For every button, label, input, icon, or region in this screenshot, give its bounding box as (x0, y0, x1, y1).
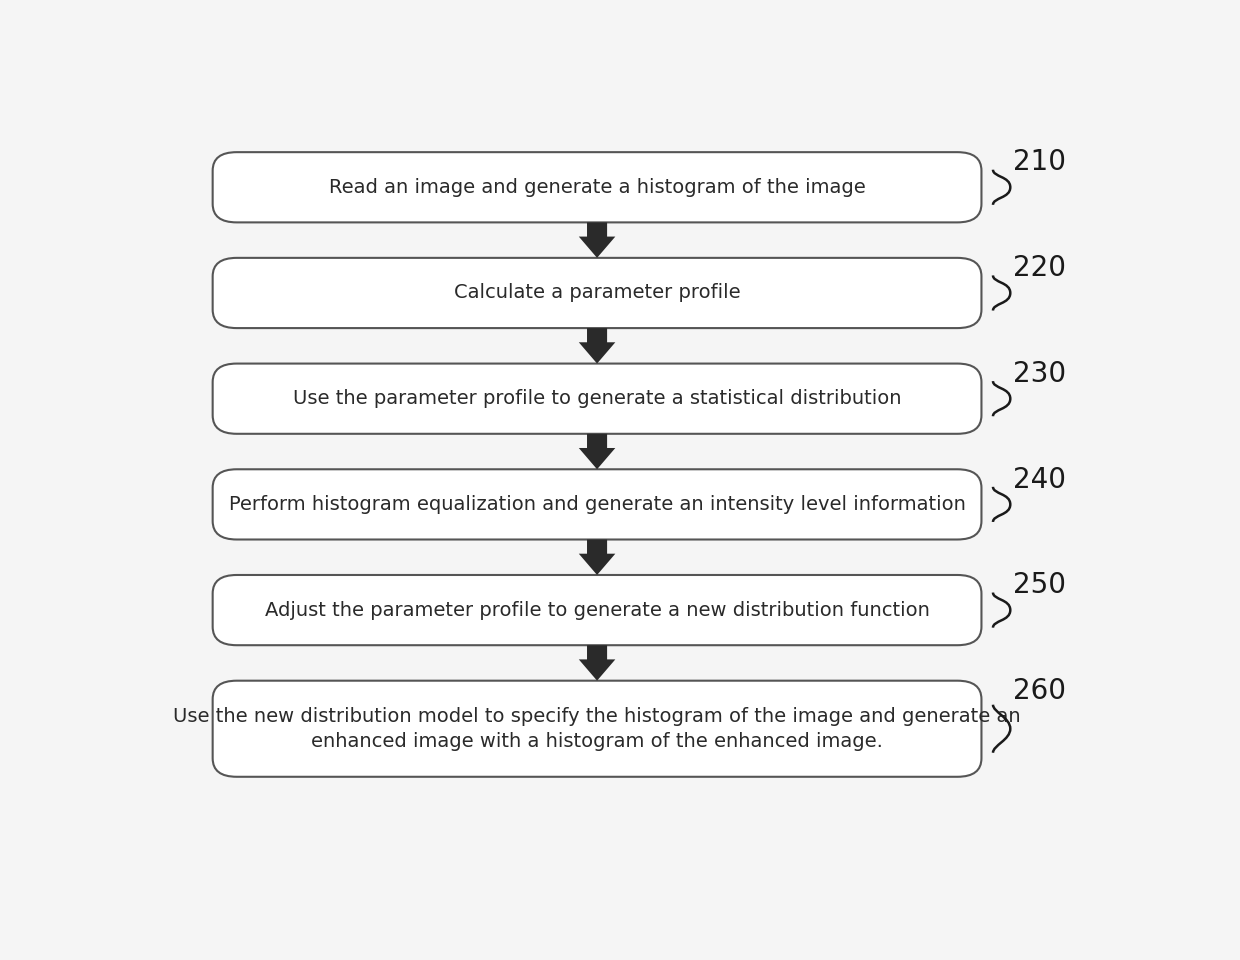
Text: 240: 240 (1013, 466, 1065, 493)
Text: Perform histogram equalization and generate an intensity level information: Perform histogram equalization and gener… (228, 495, 966, 514)
FancyBboxPatch shape (213, 364, 982, 434)
Polygon shape (579, 540, 615, 575)
Polygon shape (579, 223, 615, 258)
FancyBboxPatch shape (213, 469, 982, 540)
FancyBboxPatch shape (213, 258, 982, 328)
Text: Use the parameter profile to generate a statistical distribution: Use the parameter profile to generate a … (293, 389, 901, 408)
Polygon shape (579, 328, 615, 364)
Text: Calculate a parameter profile: Calculate a parameter profile (454, 283, 740, 302)
Text: 250: 250 (1013, 571, 1065, 599)
Polygon shape (579, 645, 615, 681)
Text: Read an image and generate a histogram of the image: Read an image and generate a histogram o… (329, 178, 866, 197)
Text: 260: 260 (1013, 677, 1065, 705)
Text: 210: 210 (1013, 149, 1065, 177)
Polygon shape (579, 434, 615, 469)
FancyBboxPatch shape (213, 575, 982, 645)
Text: Adjust the parameter profile to generate a new distribution function: Adjust the parameter profile to generate… (264, 601, 930, 619)
FancyBboxPatch shape (213, 153, 982, 223)
Text: 220: 220 (1013, 254, 1065, 282)
Text: Use the new distribution model to specify the histogram of the image and generat: Use the new distribution model to specif… (174, 707, 1021, 751)
Text: 230: 230 (1013, 360, 1065, 388)
FancyBboxPatch shape (213, 681, 982, 777)
